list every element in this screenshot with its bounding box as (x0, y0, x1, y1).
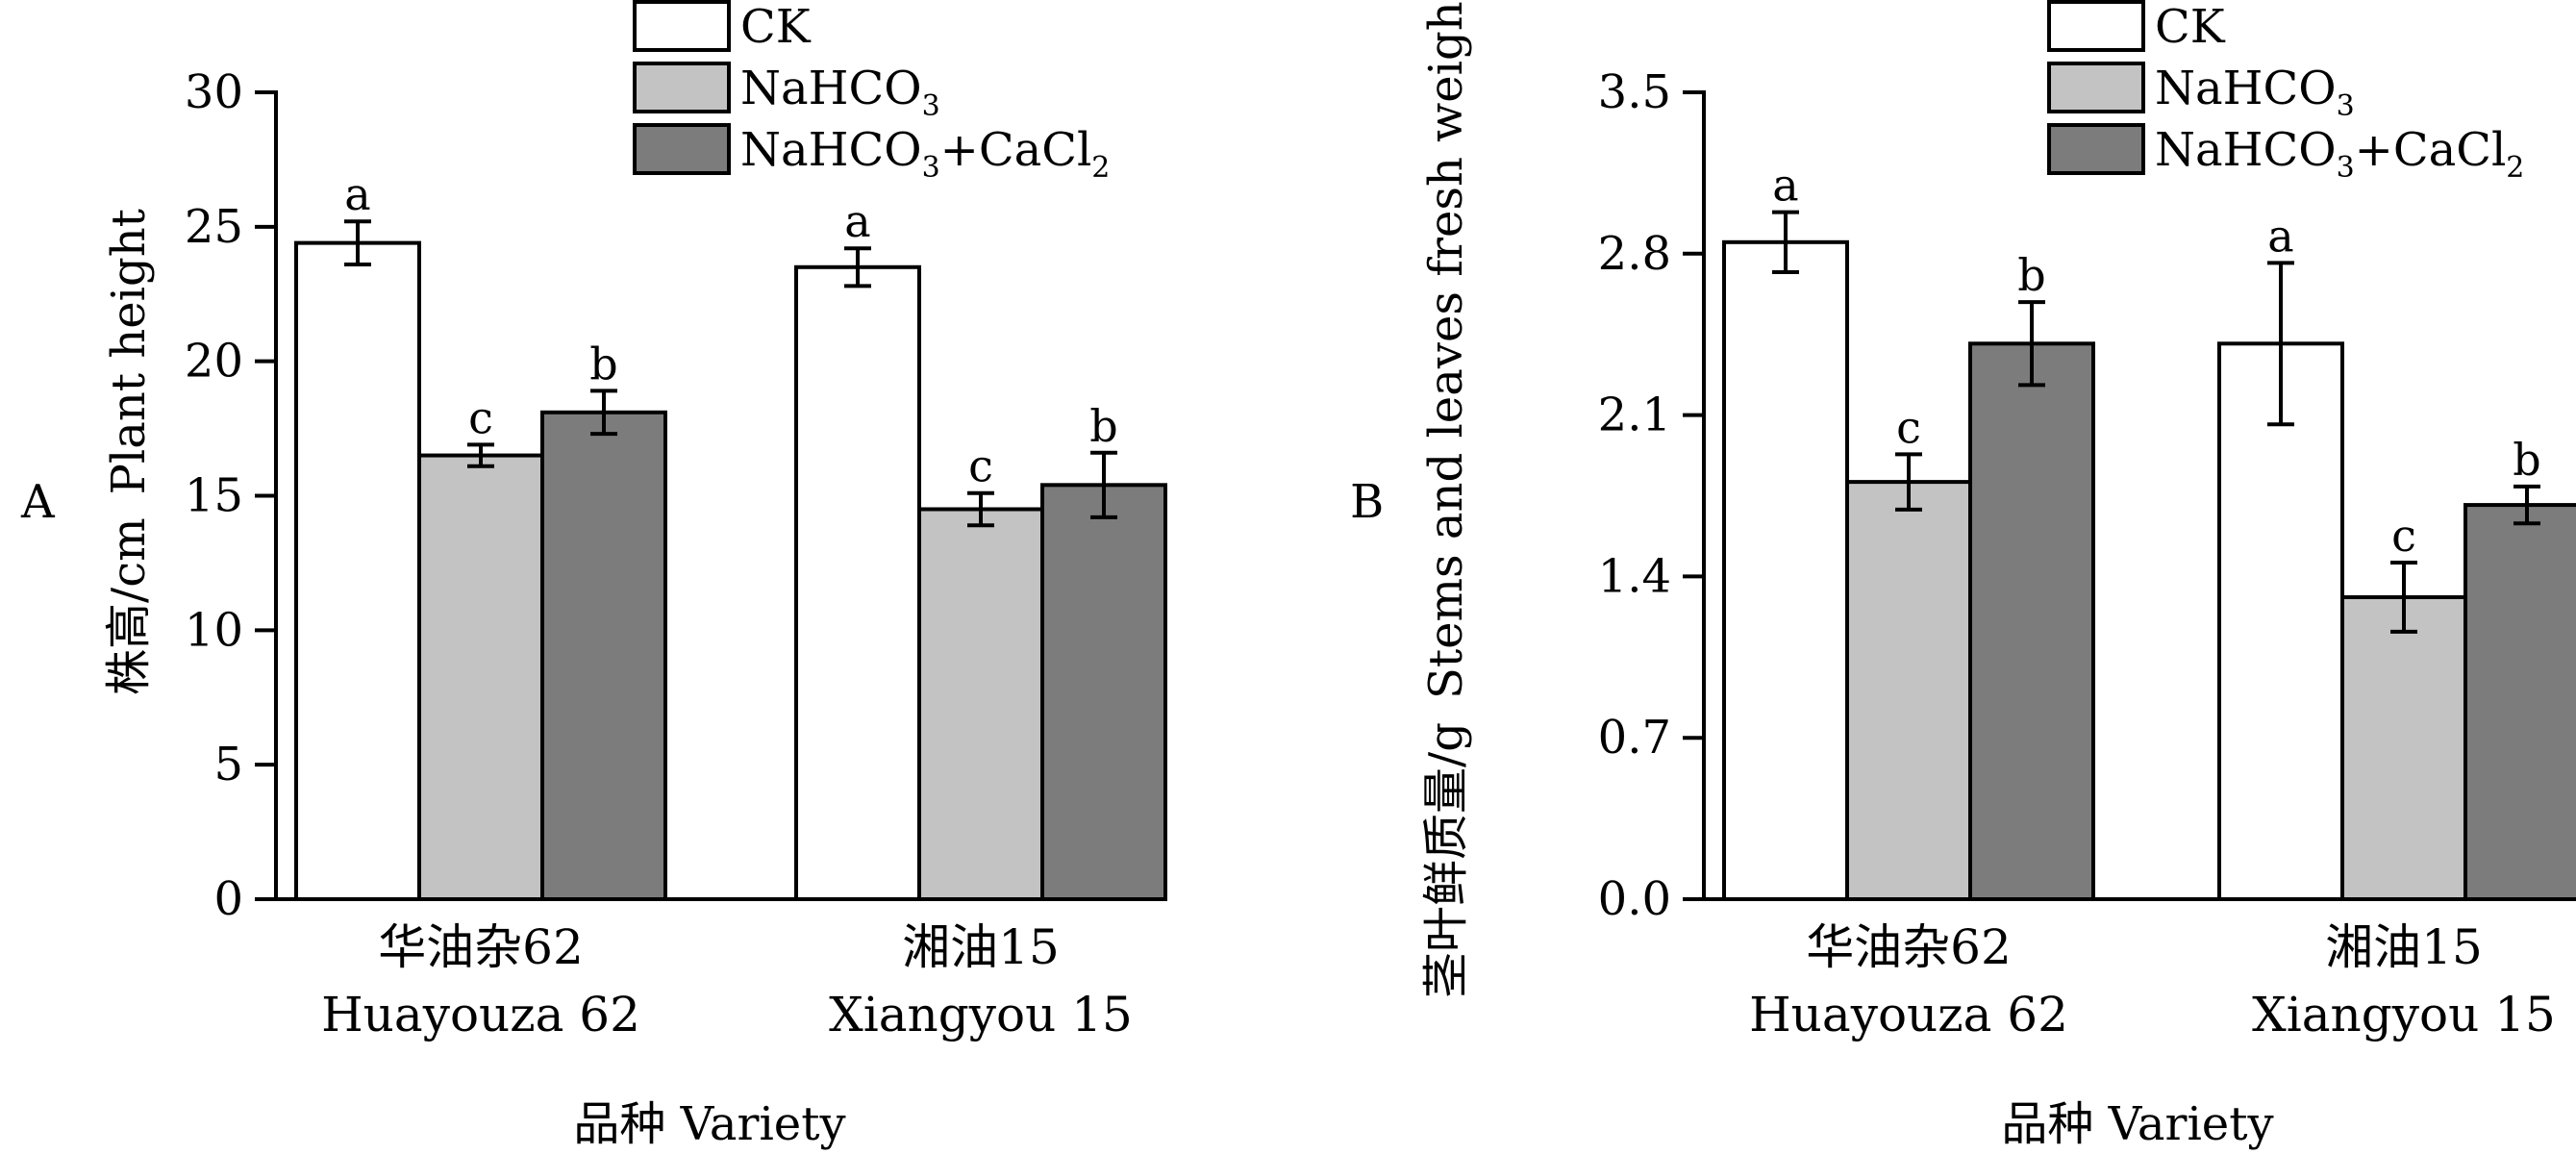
y-tick-label: 2.8 (1598, 227, 1671, 281)
chart-panel-a: A 株高/cm Plant height a c b 华油杂62 Huayouza 62 a c b… (20, 0, 1167, 1151)
legend-label-subscript: 2 (1091, 151, 1110, 185)
bar (917, 507, 1044, 901)
bar (1845, 480, 1972, 901)
significance-letter: a (844, 195, 870, 247)
legend-label-text: NaHCO (2155, 123, 2337, 177)
bar (540, 410, 667, 901)
y-tick-label: 0.7 (1598, 711, 1671, 765)
legend-label: NaHCO3 (2155, 62, 2355, 123)
panel-label: B (1350, 475, 1384, 529)
legend-label: NaHCO3+CaCl2 (740, 123, 1110, 185)
bar (2340, 594, 2467, 902)
y-tick-label: 2.1 (1598, 389, 1671, 442)
bar (2217, 341, 2344, 901)
legend-swatch (2047, 0, 2145, 52)
legend-label: CK (740, 0, 812, 54)
legend-label-subscript: 2 (2506, 151, 2524, 185)
panel-label: A (20, 475, 56, 529)
significance-letter: b (2017, 249, 2045, 301)
significance-letter: a (344, 168, 370, 220)
category-label-cn: 华油杂62 (1806, 919, 2012, 975)
significance-letter: c (1896, 401, 1921, 453)
y-tick-label: 0 (213, 872, 243, 926)
chart-panel-b: B 茎叶鲜质量/g Stems and leaves fresh weight a c b… (1350, 0, 2576, 1151)
bar (1040, 483, 1167, 901)
legend-swatch (2047, 62, 2145, 113)
significance-letter: a (2267, 210, 2293, 262)
y-tick-label: 15 (185, 469, 243, 523)
legend-swatch (2047, 123, 2145, 175)
y-tick-label: 5 (213, 738, 243, 791)
y-tick-label: 25 (185, 200, 243, 254)
category-label-cn: 湘油15 (902, 919, 1060, 975)
category-label-cn: 湘油15 (2325, 919, 2483, 975)
bar (417, 453, 544, 901)
significance-letter: c (468, 391, 493, 443)
x-axis-title: 品种 Variety (573, 1097, 845, 1151)
legend-label-subscript: 3 (2337, 151, 2355, 185)
legend-swatch (633, 123, 731, 175)
y-axis-title: 茎叶鲜质量/g Stems and leaves fresh weight (1419, 0, 1473, 998)
y-axis-title-cn: 茎叶鲜质量/g (1419, 722, 1473, 998)
category-label-en: Xiangyou 15 (2252, 987, 2556, 1042)
significance-letter: b (1089, 400, 1117, 452)
legend-label-subscript: 3 (922, 89, 940, 123)
bar (794, 264, 921, 901)
significance-letter: c (968, 440, 993, 492)
y-tick-label: 1.4 (1598, 549, 1671, 603)
y-axis-title-cn: 株高/cm (102, 517, 156, 695)
significance-letter: b (2513, 434, 2540, 486)
legend-label-text: CK (2155, 0, 2226, 54)
legend-label-text: NaHCO (2155, 62, 2337, 115)
y-tick-label: 3.5 (1598, 65, 1671, 119)
legend-label-subscript: 3 (922, 151, 940, 185)
legend-swatch (633, 0, 731, 52)
y-tick-label: 0.0 (1598, 872, 1671, 926)
legend-label-text: CK (740, 0, 812, 54)
y-tick-label: 30 (185, 65, 243, 119)
category-label-en: Huayouza 62 (1749, 987, 2068, 1042)
legend-label-text: +CaCl (940, 123, 1092, 177)
significance-letter: a (1772, 160, 1798, 212)
legend-label-text: +CaCl (2355, 123, 2507, 177)
bar (2463, 503, 2576, 901)
bar (1968, 341, 2095, 901)
y-axis-title: 株高/cm Plant height (102, 209, 156, 695)
legend-label-text: NaHCO (740, 62, 922, 115)
y-tick-label: 10 (185, 603, 243, 657)
significance-letter: c (2391, 510, 2416, 562)
legend-swatch (633, 62, 731, 113)
legend-label-text: NaHCO (740, 123, 922, 177)
y-axis-title-en: Stems and leaves fresh weight (1419, 0, 1473, 699)
bar (294, 240, 421, 901)
category-label-en: Xiangyou 15 (829, 987, 1133, 1042)
x-axis-title: 品种 Variety (2001, 1097, 2273, 1151)
legend-label: CK (2155, 0, 2226, 54)
y-tick-label: 20 (185, 335, 243, 389)
category-label-en: Huayouza 62 (321, 987, 640, 1042)
y-axis-title-en: Plant height (102, 209, 156, 494)
legend-label: NaHCO3 (740, 62, 940, 123)
bar (1722, 239, 1849, 902)
category-label-cn: 华油杂62 (378, 919, 584, 975)
significance-letter: b (589, 338, 617, 389)
legend-label: NaHCO3+CaCl2 (2155, 123, 2524, 185)
legend-label-subscript: 3 (2337, 89, 2355, 123)
